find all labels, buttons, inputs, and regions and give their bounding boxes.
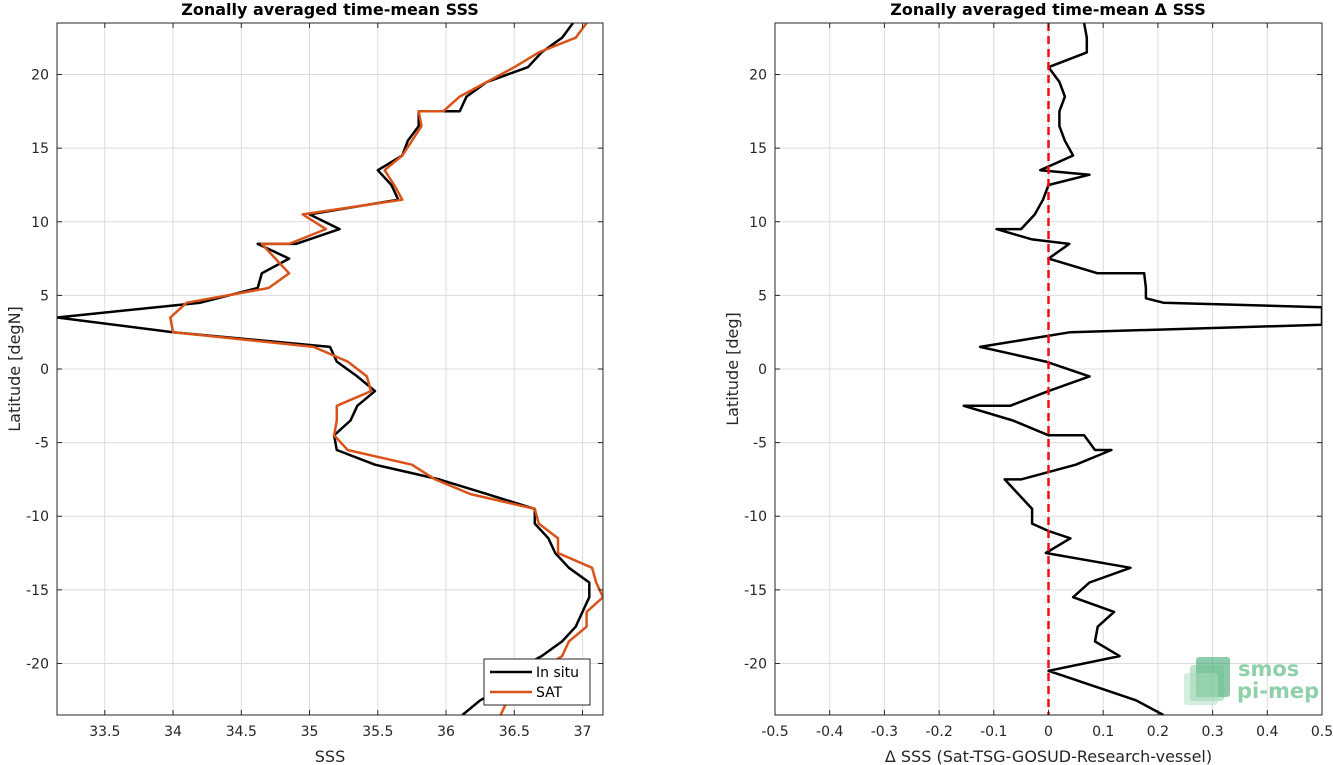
y-tick-label: 0 (40, 362, 49, 378)
right-chart-title: Zonally averaged time-mean Δ SSS (890, 0, 1206, 19)
x-tick-label: 35 (301, 724, 319, 740)
left-series (57, 23, 603, 715)
x-tick-label: -0.1 (980, 724, 1007, 740)
x-tick-label: 0.1 (1092, 724, 1114, 740)
x-tick-label: 36.5 (499, 724, 530, 740)
x-tick-label: 0.3 (1201, 724, 1223, 740)
y-tick-label: -15 (26, 583, 49, 599)
y-tick-label: -10 (26, 509, 49, 525)
y-tick-label: 20 (31, 68, 49, 84)
y-tick-label: 5 (40, 288, 49, 304)
x-tick-label: 0.4 (1256, 724, 1278, 740)
left-x-axis-label: SSS (315, 747, 345, 765)
x-tick-label: 33.5 (89, 724, 120, 740)
x-tick-label: 0 (1044, 724, 1053, 740)
left-grid (57, 23, 603, 715)
x-tick-label: 0.2 (1147, 724, 1169, 740)
x-tick-label: 34 (164, 724, 182, 740)
y-tick-label: -5 (35, 436, 49, 452)
y-tick-label: 10 (749, 215, 767, 231)
y-tick-label: -10 (744, 509, 767, 525)
legend: In situ SAT (483, 658, 591, 706)
right-y-axis-label: Latitude [deg] (723, 312, 742, 426)
right-series (962, 23, 1322, 715)
left-y-axis-label: Latitude [degN] (5, 306, 24, 432)
series-line-sat (169, 23, 603, 715)
legend-box (483, 658, 591, 706)
y-tick-label: 10 (31, 215, 49, 231)
y-tick-label: 20 (749, 68, 767, 84)
legend-label-sat: SAT (536, 685, 563, 701)
logo-band (1184, 673, 1218, 705)
y-tick-label: 15 (749, 141, 767, 157)
x-tick-label: 34.5 (226, 724, 257, 740)
x-tick-label: 35.5 (362, 724, 393, 740)
x-tick-label: -0.2 (925, 724, 952, 740)
y-tick-label: 15 (31, 141, 49, 157)
right-chart: smos pi-mep -0.5 -0.4 -0.3 -0.2 -0.1 0 0.1 0.2 0… (723, 0, 1333, 765)
x-tick-label: 36 (437, 724, 455, 740)
right-ticks: -0.5 -0.4 -0.3 -0.2 -0.1 0 0.1 0.2 0.3 0.4 0.5 -20 -… (744, 23, 1333, 740)
logo-mark-icon (1184, 657, 1230, 705)
x-tick-label: -0.4 (816, 724, 843, 740)
x-tick-label: 37 (574, 724, 592, 740)
x-tick-label: -0.3 (871, 724, 898, 740)
left-chart: 33.5 34 34.5 35 35.5 36 36.5 37 -20 -15 -10 -5 0 5 10 1… (5, 0, 604, 765)
y-tick-label: 0 (758, 362, 767, 378)
smos-pi-mep-logo: smos pi-mep (1184, 657, 1319, 705)
left-ticks: 33.5 34 34.5 35 35.5 36 36.5 37 -20 -15 -10 -5 0 5 10 1… (26, 23, 603, 740)
y-tick-label: -15 (744, 583, 767, 599)
left-chart-title: Zonally averaged time-mean SSS (181, 0, 479, 19)
series-line-0 (962, 23, 1322, 715)
logo-text-smos: smos (1238, 657, 1299, 681)
x-tick-label: 0.5 (1311, 724, 1333, 740)
y-tick-label: -20 (744, 656, 767, 672)
y-tick-label: 5 (758, 288, 767, 304)
y-tick-label: -20 (26, 656, 49, 672)
right-x-axis-label: Δ SSS (Sat-TSG-GOSUD-Research-vessel) (885, 747, 1212, 765)
logo-text-pi-mep: pi-mep (1237, 679, 1319, 703)
y-tick-label: -5 (753, 436, 767, 452)
x-tick-label: -0.5 (761, 724, 788, 740)
legend-label-in-situ: In situ (536, 665, 579, 681)
